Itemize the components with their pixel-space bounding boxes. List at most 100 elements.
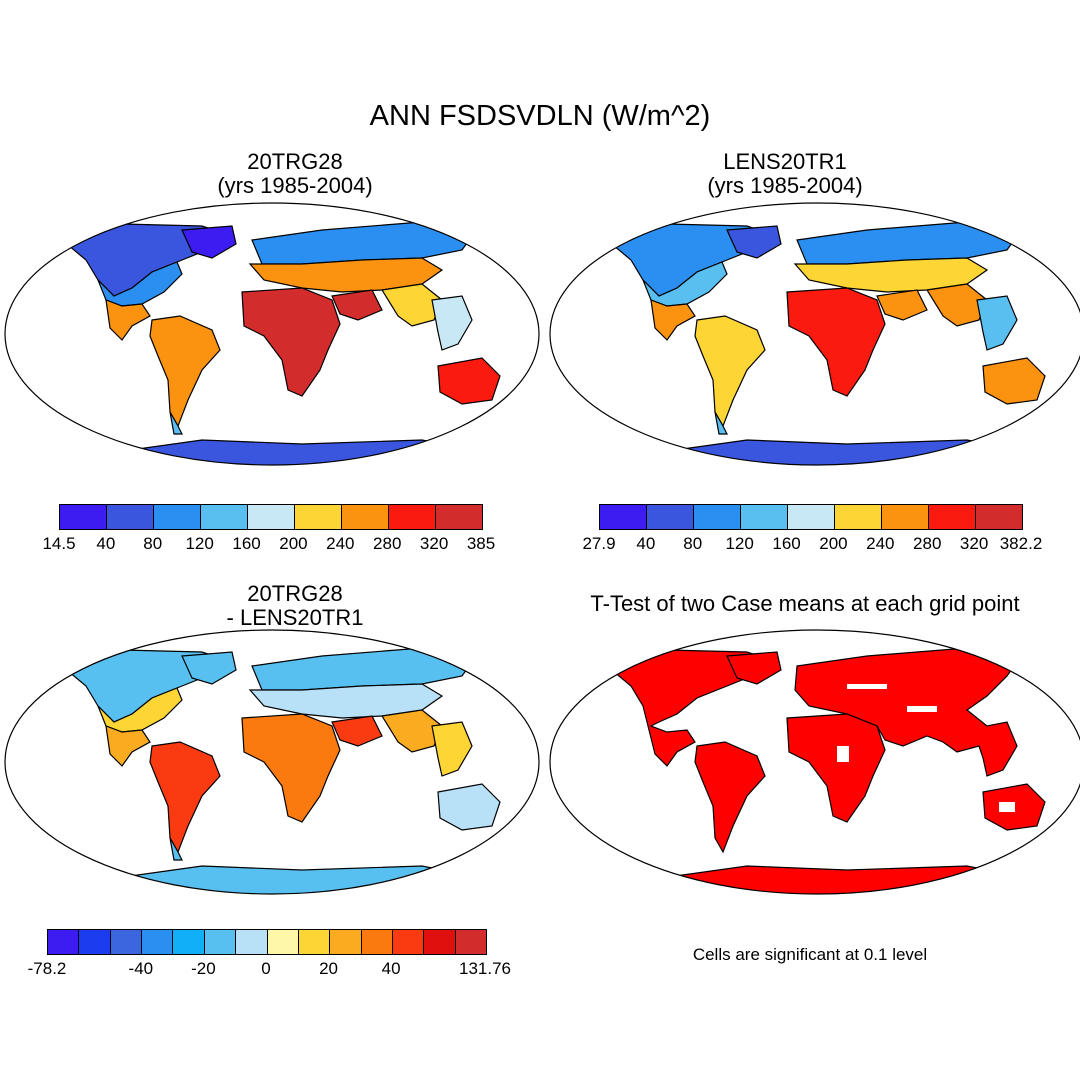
colorbar-2-swatch-0: [600, 505, 647, 529]
colorbar-3-swatch-7: [267, 930, 299, 954]
colorbar-2-swatch-1: [647, 505, 694, 529]
colorbar-1-tick-label: 240: [326, 534, 355, 553]
colorbar-2-tick-label: 382.2: [999, 534, 1043, 553]
south-asia-region: [381, 283, 443, 327]
middle-east-region: [331, 289, 383, 321]
africa-region: [786, 287, 886, 397]
colorbar-1-tick-label: 200: [279, 534, 308, 553]
colorbar-3: [47, 929, 487, 955]
colorbar-3-tick-label: 40: [381, 959, 401, 978]
panel-1-title: 20TRG28 (yrs 1985-2004): [55, 150, 535, 198]
south-america-region: [149, 315, 221, 428]
colorbar-3-swatch-4: [173, 930, 205, 954]
panel-2-title: LENS20TR1 (yrs 1985-2004): [545, 150, 1025, 198]
panel-4-title: T-Test of two Case means at each grid po…: [545, 592, 1065, 616]
south-america-tip-region: [714, 411, 728, 435]
australia-region: [437, 357, 501, 405]
significance-note: Cells are significant at 0.1 level: [692, 945, 928, 964]
colorbar-2-swatch-6: [882, 505, 929, 529]
colorbar-1-tick-label: 120: [185, 534, 214, 553]
australia-region: [982, 357, 1046, 405]
panel-2-title-line2: (yrs 1985-2004): [707, 173, 863, 198]
colorbar-2-tick-label: 160: [772, 534, 801, 553]
north-america-south-region: [105, 299, 151, 341]
south-asia-region: [926, 283, 988, 327]
colorbar-1: [59, 504, 483, 530]
colorbar-2-swatch-4: [788, 505, 835, 529]
colorbar-2-labels: 27.9 40 80 120 160 200 240 280 320 382.2: [582, 534, 1042, 554]
colorbar-1-tick-label: 14.5: [42, 534, 76, 553]
middle-east-region: [876, 289, 928, 321]
colorbar-1-tick-label: 80: [143, 534, 163, 553]
colorbar-2-tick-label: 120: [725, 534, 754, 553]
colorbar-3-tick-label: -20: [191, 959, 216, 978]
colorbar-3-swatch-6: [236, 930, 268, 954]
south-america-region: [694, 741, 766, 854]
colorbar-1-swatch-6: [342, 505, 389, 529]
panel-1-title-line2: (yrs 1985-2004): [217, 173, 373, 198]
map-border: [549, 202, 1080, 466]
colorbar-1-swatch-4: [248, 505, 295, 529]
colorbar-3-swatch-2: [110, 930, 143, 954]
figure-title: ANN FSDSVDLN (W/m^2): [369, 100, 711, 132]
colorbar-3-swatch-9: [330, 930, 362, 954]
greenland-region: [181, 651, 237, 685]
colorbar-1-swatch-5: [295, 505, 342, 529]
africa-region: [241, 713, 341, 823]
south-america-tip-region: [169, 411, 183, 435]
panel-1-title-line1: 20TRG28: [247, 149, 343, 174]
gap-australia: [999, 802, 1015, 812]
colorbar-3-swatch-10: [361, 930, 393, 954]
africa-region: [786, 713, 886, 823]
colorbar-3-tick-label: 20: [319, 959, 339, 978]
colorbar-2-swatch-8: [976, 505, 1022, 529]
gap-africa: [837, 746, 849, 762]
colorbar-2-tick-label: 240: [866, 534, 895, 553]
colorbar-3-tick-label: 131.76: [459, 959, 511, 978]
colorbar-2-tick-label: 200: [819, 534, 848, 553]
colorbar-2-tick-label: 27.9: [582, 534, 616, 553]
panel-3-title-line2: - LENS20TR1: [226, 605, 364, 630]
map-panel-3: [4, 629, 540, 895]
colorbar-2-tick-label: 320: [959, 534, 989, 553]
continents-layer: [605, 221, 1070, 465]
colorbar-1-swatch-2: [154, 505, 201, 529]
colorbar-3-labels: -78.2 -40 -20 0 20 40 131.76: [28, 959, 511, 979]
colorbar-1-swatch-1: [107, 505, 154, 529]
colorbar-3-swatch-12: [424, 930, 456, 954]
colorbar-3-swatch-0: [48, 930, 80, 954]
panel-3-title-line1: 20TRG28: [247, 581, 343, 606]
colorbar-1-swatch-7: [389, 505, 436, 529]
colorbar-3-swatch-8: [298, 930, 331, 954]
gap-eurasia-1: [847, 684, 887, 689]
map-panel-2: [549, 202, 1080, 466]
colorbar-3-tick-label: 0: [261, 959, 271, 978]
map-panel-4: [549, 629, 1080, 895]
colorbar-2-tick-label: 80: [683, 534, 703, 553]
colorbar-2-swatch-2: [694, 505, 741, 529]
continents-layer: [60, 647, 525, 894]
colorbar-3-swatch-3: [142, 930, 174, 954]
colorbar-1-swatch-0: [60, 505, 107, 529]
australia-region: [437, 783, 501, 831]
map-border: [4, 202, 540, 466]
colorbar-3-swatch-11: [392, 930, 425, 954]
north-america-south-region: [650, 299, 696, 341]
middle-east-region: [331, 715, 383, 747]
colorbar-1-tick-label: 320: [419, 534, 449, 553]
gap-eurasia-2: [907, 706, 937, 712]
colorbar-1-tick-label: 160: [232, 534, 261, 553]
map-border: [4, 629, 540, 895]
colorbar-3-swatch-13: [455, 930, 487, 954]
colorbar-3-tick-label: -78.2: [27, 959, 67, 978]
south-america-tip-region: [169, 837, 183, 861]
panel-4-title-line1: T-Test of two Case means at each grid po…: [590, 591, 1020, 616]
colorbar-3-swatch-1: [79, 930, 111, 954]
map-border: [549, 629, 1080, 895]
colorbar-2: [599, 504, 1023, 530]
colorbar-1-swatch-3: [201, 505, 248, 529]
south-america-region: [149, 741, 221, 854]
colorbar-1-labels: 14.5 40 80 120 160 200 240 280 320 385: [42, 534, 495, 554]
colorbar-2-tick-label: 40: [636, 534, 656, 553]
southeast-asia-region: [431, 295, 473, 351]
